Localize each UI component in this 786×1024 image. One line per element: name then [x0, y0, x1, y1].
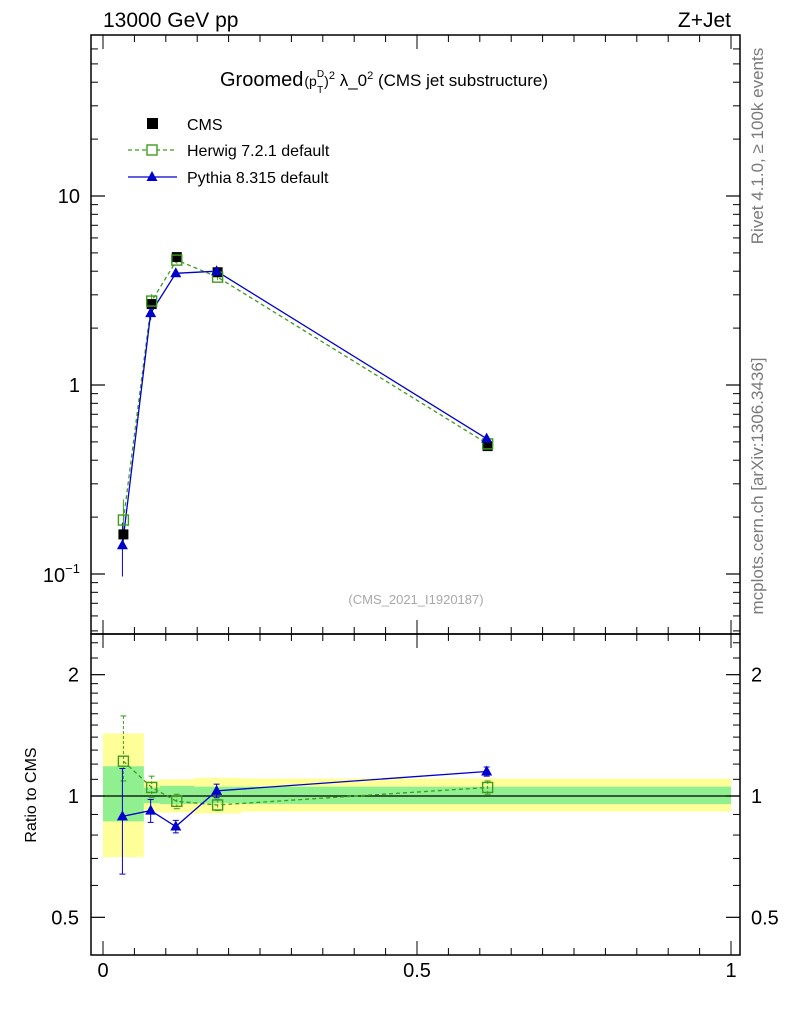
- ratio-point-herwig: [211, 799, 224, 811]
- main-title: Groomed(pD T)2 λ_02 (CMS jet substructure…: [220, 69, 548, 96]
- series-line-pythia: [121, 270, 487, 546]
- legend-label-herwig: Herwig 7.2.1 default: [187, 143, 330, 160]
- data-point-pythia: [211, 265, 223, 276]
- side-label-rivet: Rivet 4.1.0, ≥ 100k events: [748, 48, 767, 244]
- legend: CMS Herwig 7.2.1 default Pythia 8.315 de…: [128, 117, 330, 187]
- title-sup-d: D: [317, 69, 324, 80]
- ratio-series: [116, 715, 494, 875]
- data-point-cms: [171, 252, 182, 263]
- main-ytick-label-base: 10: [43, 565, 65, 587]
- band-inner: [194, 786, 242, 804]
- ratio-axis-ticks: 0.5 0.5 1 1 2 2 0 0.5 1: [51, 634, 779, 982]
- ratio-point-herwig: [481, 781, 494, 794]
- main-ytick-label: 10: [58, 186, 80, 208]
- title-sup2a: 2: [329, 70, 335, 82]
- ratio-frame: [90, 633, 741, 956]
- ratio-xtick-label: 0: [97, 960, 108, 982]
- ratio-bands: [103, 733, 731, 858]
- legend-item-cms: CMS: [147, 117, 223, 134]
- title-mid: ): [324, 73, 329, 89]
- title-sub-t: T: [317, 85, 323, 96]
- title-sup2b: 2: [367, 70, 373, 82]
- ratio-ytick-label-right: 2: [751, 665, 762, 687]
- ratio-point-herwig: [171, 795, 183, 808]
- ratio-panel: 0.5 0.5 1 1 2 2 0 0.5 1 Ratio to CMS: [23, 633, 779, 982]
- ratio-xtick-label: 0.5: [403, 960, 431, 982]
- ratio-point-pythia: [211, 784, 223, 795]
- title-lambda: λ_0: [335, 71, 367, 90]
- main-series: [116, 252, 494, 577]
- data-point-herwig: [145, 295, 158, 307]
- title-p: (p: [304, 73, 317, 89]
- data-point-pythia: [481, 432, 493, 443]
- ratio-ytick-label: 1: [68, 786, 79, 808]
- ratio-point-herwig: [117, 755, 130, 767]
- data-point-cms: [118, 529, 129, 540]
- ratio-ytick-label: 0.5: [51, 907, 79, 929]
- title-tail: (CMS jet substructure): [373, 71, 548, 90]
- data-point-cms: [146, 299, 157, 310]
- band-inner: [103, 766, 144, 822]
- header: 13000 GeV pp Z+Jet: [103, 9, 731, 32]
- legend-item-pythia: Pythia 8.315 default: [128, 170, 329, 187]
- ratio-point-pythia: [116, 810, 128, 821]
- ratio-ytick-label-right: 1: [751, 786, 762, 808]
- ratio-line-herwig: [122, 760, 488, 806]
- series-line-herwig: [122, 259, 488, 521]
- ratio-ytick-label-right: 0.5: [751, 907, 779, 929]
- legend-label-cms: CMS: [187, 117, 223, 134]
- analysis-watermark: (CMS_2021_I1920187): [348, 592, 483, 607]
- header-right: Z+Jet: [678, 9, 731, 32]
- ratio-xtick-label: 1: [725, 960, 736, 982]
- ratio-point-pythia: [170, 820, 182, 831]
- data-point-herwig: [117, 514, 130, 526]
- data-point-pythia: [170, 267, 182, 278]
- data-point-pythia: [116, 539, 128, 550]
- ratio-point-pythia: [145, 804, 157, 815]
- ratio-point-herwig: [145, 781, 158, 794]
- ratio-ylabel: Ratio to CMS: [23, 747, 40, 842]
- legend-label-pythia: Pythia 8.315 default: [187, 170, 329, 187]
- header-left: 13000 GeV pp: [103, 9, 238, 32]
- data-point-herwig: [171, 254, 183, 266]
- legend-item-herwig: Herwig 7.2.1 default: [128, 143, 330, 160]
- legend-marker-pythia: [146, 171, 158, 181]
- ratio-point-pythia: [481, 765, 493, 776]
- legend-marker-cms: [147, 118, 158, 129]
- data-point-cms: [482, 441, 493, 452]
- data-point-pythia: [145, 307, 157, 318]
- side-label-mcplots: mcplots.cern.ch [arXiv:1306.3436]: [748, 357, 767, 614]
- main-ytick-label: 10−1: [43, 561, 80, 587]
- main-ytick-label: 1: [69, 375, 80, 397]
- main-ytick-label-exp: −1: [65, 561, 80, 576]
- band-inner: [241, 786, 731, 805]
- ratio-ytick-label: 2: [68, 665, 79, 687]
- legend-marker-herwig: [146, 144, 158, 156]
- svg-text:Groomed(pDT)2 λ_02 (CMS jet su: Groomed(pD T)2 λ_02 (CMS jet substructure…: [220, 69, 548, 96]
- title-main: Groomed: [220, 69, 303, 91]
